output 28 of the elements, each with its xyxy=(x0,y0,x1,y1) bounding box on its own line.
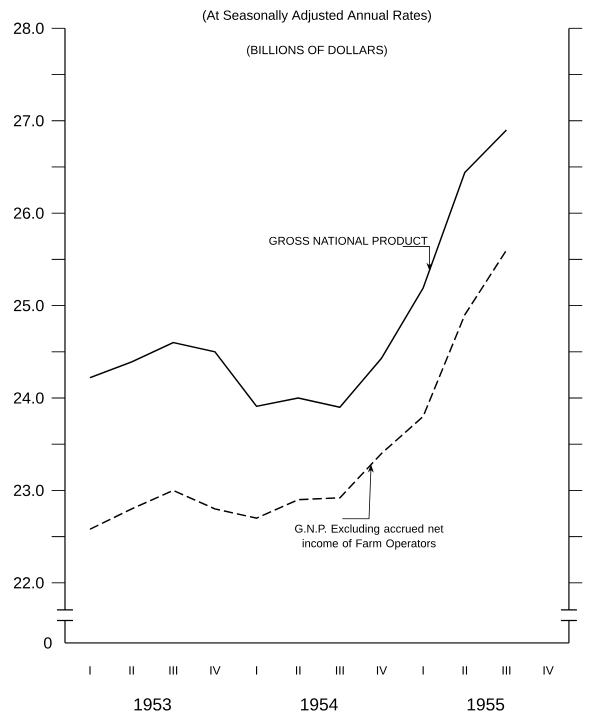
text: 1954 xyxy=(301,698,338,711)
y-tick-label: 27.0 xyxy=(14,115,44,126)
x-tick-label: III xyxy=(169,666,178,675)
y-tick-label: 24.0 xyxy=(14,392,44,404)
x-tick-label: III xyxy=(336,666,344,675)
line-series xyxy=(89,129,508,408)
x-tick-label: I xyxy=(422,666,424,675)
y-tick-label: 25.0 xyxy=(14,300,44,312)
y-tick-label: 26.0 xyxy=(14,208,44,219)
x-tick-label: II xyxy=(296,666,300,675)
x-tick-label: I xyxy=(89,666,91,675)
series-label: G.N.P. Excluding accrued net income of Farm Operators xyxy=(295,524,444,550)
x-tick-label: III xyxy=(502,666,510,675)
x-tick-label: IV xyxy=(376,666,388,675)
series-label: GROSS NATIONAL PRODUCT xyxy=(269,236,428,245)
y-tick-label: 28.0 xyxy=(14,22,44,34)
y-tick-label: 22.0 xyxy=(14,577,44,588)
x-tick-label: IV xyxy=(544,666,554,675)
text: 0 xyxy=(44,637,52,649)
text: 1955 xyxy=(468,698,504,711)
text: 1953 xyxy=(134,698,172,711)
y-tick-label: 23.0 xyxy=(14,484,44,496)
x-tick-label: II xyxy=(129,666,134,675)
x-tick-label: I xyxy=(256,666,258,675)
x-tick-label: IV xyxy=(210,666,221,675)
chart-title: (At Seasonally Adjusted Annual Rates) xyxy=(202,10,431,23)
text: (BILLIONS OF DOLLARS) xyxy=(247,45,387,57)
x-tick-label: II xyxy=(462,666,468,675)
